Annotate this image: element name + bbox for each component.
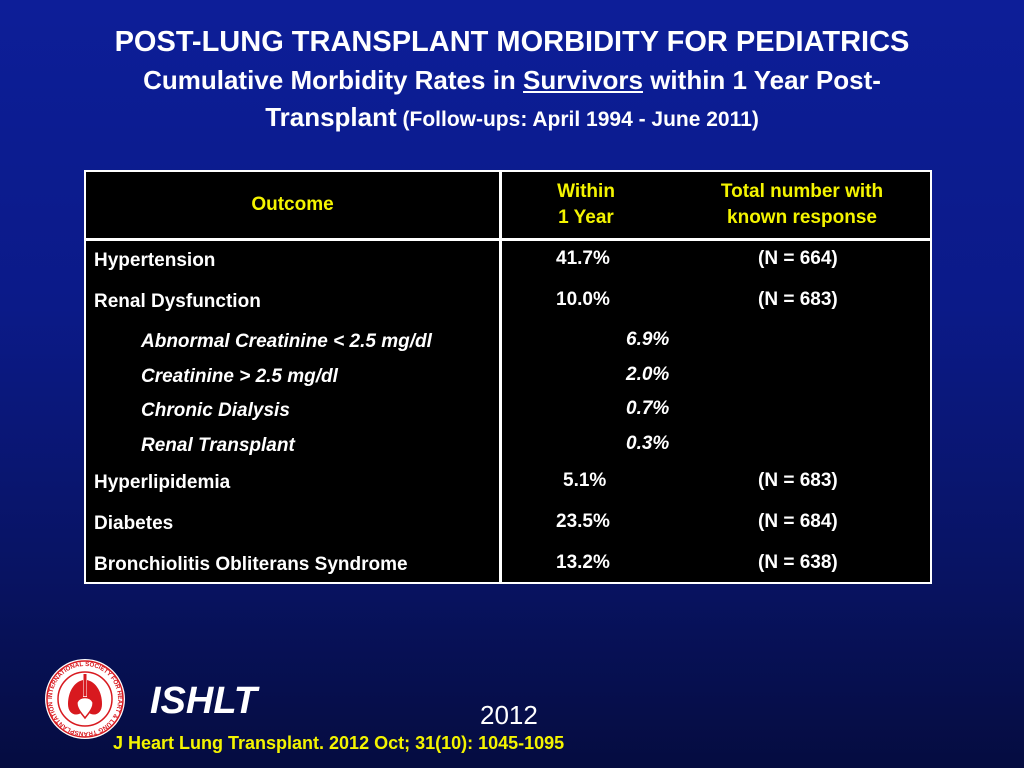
title-line-1: POST-LUNG TRANSPLANT MORBIDITY FOR PEDIA… [114, 26, 910, 58]
subrow-value: 2.0% [626, 364, 670, 385]
subrow-value: 0.3% [626, 433, 670, 454]
title-line-2: Cumulative Morbidity Rates in Survivors … [0, 62, 1024, 98]
morbidity-table: Outcome Within 1 Year Total number with … [84, 170, 932, 584]
row-value: 5.1% [563, 470, 607, 491]
column-divider [499, 172, 502, 582]
row-label: Bronchiolitis Obliterans Syndrome [94, 554, 408, 575]
title-transplant: Transplant [265, 102, 397, 132]
subrow-value: 6.9% [626, 329, 670, 350]
journal-citation: J Heart Lung Transplant. 2012 Oct; 31(10… [113, 733, 565, 753]
header-total-line2: known response [727, 207, 877, 228]
subrow-value: 0.7% [626, 398, 670, 419]
subrow-label: Creatinine > 2.5 mg/dl [141, 366, 338, 387]
subrow-label: Abnormal Creatinine < 2.5 mg/dl [141, 331, 432, 352]
subrow-label: Renal Transplant [141, 435, 295, 456]
row-label: Renal Dysfunction [94, 291, 261, 312]
row-n: (N = 683) [758, 289, 838, 310]
title-survivors: Survivors [523, 65, 643, 95]
ishlt-logo-icon: INTERNATIONAL SOCIETY FOR HEART & LUNG T… [45, 659, 125, 739]
header-within: Within 1 Year [526, 179, 646, 231]
title-line-2-post: within 1 Year Post- [642, 65, 881, 95]
row-value: 23.5% [556, 511, 610, 532]
year-label: 2012 [480, 700, 538, 730]
subrow-label: Chronic Dialysis [141, 400, 290, 421]
header-divider [86, 238, 930, 241]
ishlt-wordmark: ISHLT [150, 680, 257, 722]
row-n: (N = 664) [758, 248, 838, 269]
slide-title: POST-LUNG TRANSPLANT MORBIDITY FOR PEDIA… [0, 22, 1024, 139]
row-label: Hypertension [94, 250, 216, 271]
row-label: Diabetes [94, 513, 174, 534]
title-line-3: Transplant (Follow-ups: April 1994 - Jun… [0, 98, 1024, 139]
row-n: (N = 683) [758, 470, 838, 491]
header-within-line1: Within [557, 181, 615, 202]
title-followups: (Follow-ups: April 1994 - June 2011) [396, 108, 759, 131]
row-n: (N = 638) [758, 552, 838, 573]
header-total: Total number with known response [686, 179, 918, 231]
row-n: (N = 684) [758, 511, 838, 532]
title-line-2-pre: Cumulative Morbidity Rates in [143, 65, 524, 95]
row-value: 10.0% [556, 289, 610, 310]
row-label: Hyperlipidemia [94, 472, 231, 493]
header-within-line2: 1 Year [558, 207, 614, 228]
header-outcome: Outcome [251, 194, 334, 215]
row-value: 13.2% [556, 552, 610, 573]
row-value: 41.7% [556, 248, 610, 269]
header-total-line1: Total number with [720, 181, 884, 202]
